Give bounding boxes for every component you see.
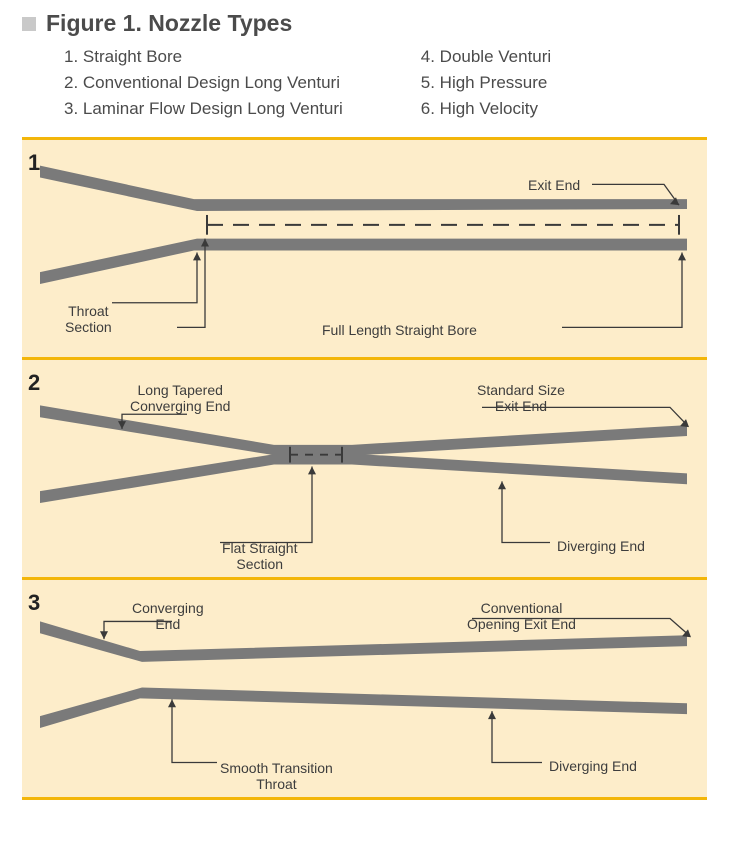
annotation-label: Long Tapered Converging End xyxy=(130,382,230,414)
arrowhead-icon xyxy=(308,467,316,475)
annotation-label: Diverging End xyxy=(549,758,637,774)
diagram-panel: 1Exit EndThroat SectionFull Length Strai… xyxy=(22,137,707,357)
annotation-label: Diverging End xyxy=(557,538,645,554)
annotation-label: Converging End xyxy=(132,600,204,632)
diagram-panel: 3Converging EndConventional Opening Exit… xyxy=(22,577,707,797)
leader-line xyxy=(502,481,550,542)
leader-line xyxy=(562,252,682,327)
annotation-label: Conventional Opening Exit End xyxy=(467,600,576,632)
arrowhead-icon xyxy=(680,419,689,427)
panels: 1Exit EndThroat SectionFull Length Strai… xyxy=(22,137,707,800)
legend-item: 2. Conventional Design Long Venturi xyxy=(64,73,343,93)
nozzle-bottom-wall xyxy=(40,239,687,284)
arrowhead-icon xyxy=(193,252,201,260)
nozzle-top-wall xyxy=(40,166,687,211)
nozzle-bottom-wall xyxy=(40,688,687,728)
legend: 1. Straight Bore 2. Conventional Design … xyxy=(64,47,707,119)
diagram-panel: 2Long Tapered Converging EndStandard Siz… xyxy=(22,357,707,577)
annotation-label: Full Length Straight Bore xyxy=(322,322,477,338)
bottom-rule xyxy=(22,797,707,800)
arrowhead-icon xyxy=(100,631,108,639)
leader-line xyxy=(492,711,542,762)
annotation-label: Smooth Transition Throat xyxy=(220,760,333,792)
leader-line xyxy=(172,699,217,762)
legend-col-1: 1. Straight Bore 2. Conventional Design … xyxy=(64,47,343,119)
arrowhead-icon xyxy=(488,711,496,719)
legend-item: 3. Laminar Flow Design Long Venturi xyxy=(64,99,343,119)
leader-line xyxy=(220,467,312,543)
legend-item: 6. High Velocity xyxy=(421,99,551,119)
annotation-label: Standard Size Exit End xyxy=(477,382,565,414)
figure-title-row: Figure 1. Nozzle Types xyxy=(22,10,707,37)
legend-item: 5. High Pressure xyxy=(421,73,551,93)
arrowhead-icon xyxy=(498,481,506,489)
annotation-label: Flat Straight Section xyxy=(222,540,297,572)
annotation-label: Throat Section xyxy=(65,303,112,335)
legend-col-2: 4. Double Venturi 5. High Pressure 6. Hi… xyxy=(421,47,551,119)
page: Figure 1. Nozzle Types 1. Straight Bore … xyxy=(0,0,729,820)
arrowhead-icon xyxy=(168,699,176,707)
arrowhead-icon xyxy=(678,252,686,260)
square-bullet-icon xyxy=(22,17,36,31)
legend-item: 4. Double Venturi xyxy=(421,47,551,67)
legend-item: 1. Straight Bore xyxy=(64,47,343,67)
annotation-label: Exit End xyxy=(528,177,580,193)
figure-title: Figure 1. Nozzle Types xyxy=(46,10,292,37)
nozzle-bottom-wall xyxy=(40,454,687,503)
